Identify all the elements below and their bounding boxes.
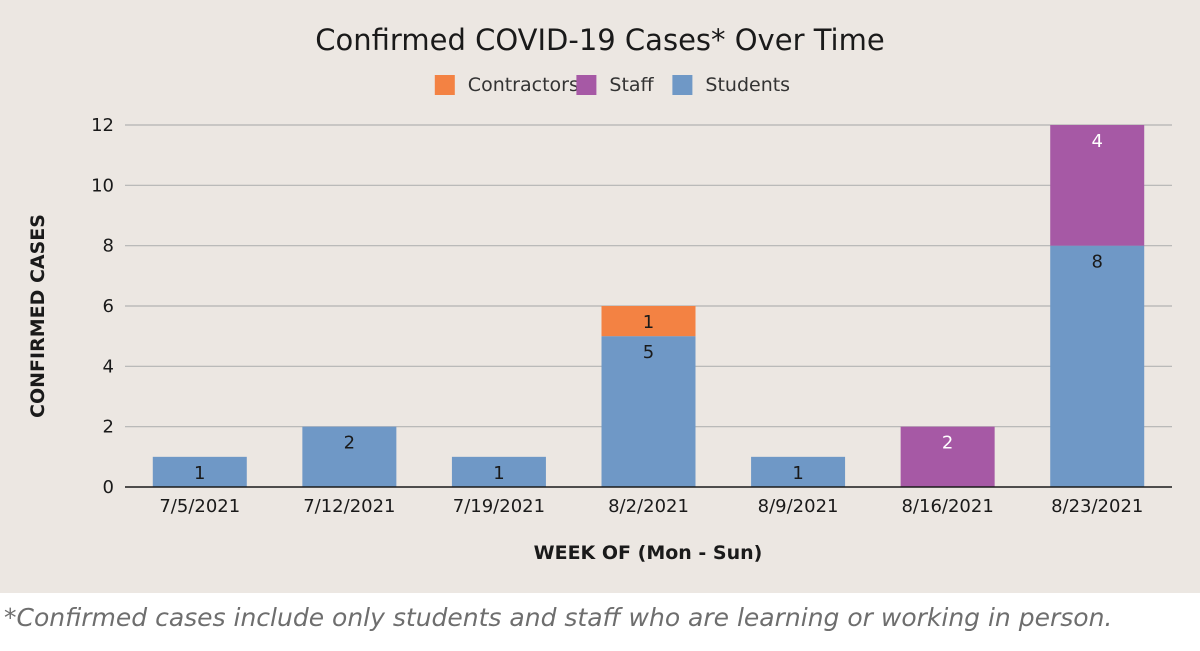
- bar-students-1: [302, 426, 397, 487]
- bar-value-label-staff-6: 4: [1091, 131, 1102, 152]
- y-tick-label-2: 2: [103, 417, 114, 438]
- bar-students-3: [601, 336, 696, 487]
- y-tick-label-8: 8: [103, 236, 114, 257]
- y-tick-label-4: 4: [103, 356, 114, 377]
- x-tick-label-4: 8/9/2021: [758, 496, 839, 517]
- bar-staff-5: [900, 426, 995, 487]
- x-axis-title: WEEK OF (Mon - Sun): [534, 542, 763, 564]
- y-tick-label-0: 0: [103, 477, 114, 498]
- x-tick-label-5: 8/16/2021: [901, 496, 993, 517]
- bar-value-label-students-4: 1: [792, 463, 803, 484]
- x-tick-label-1: 7/12/2021: [303, 496, 395, 517]
- chart-svg: Confirmed COVID-19 Cases* Over Time Contr…: [27, 23, 1172, 564]
- x-tick-label-2: 7/19/2021: [453, 496, 545, 517]
- bar-students-2: [451, 456, 546, 487]
- y-tick-label-10: 10: [91, 175, 114, 196]
- y-tick-label-6: 6: [103, 296, 114, 317]
- bar-value-label-students-1: 2: [344, 433, 355, 454]
- bar-contractors-3: [601, 306, 696, 337]
- chart-area: Confirmed COVID-19 Cases* Over Time Contr…: [0, 0, 1200, 593]
- x-tick-label-0: 7/5/2021: [159, 496, 240, 517]
- x-tick-label-6: 8/23/2021: [1051, 496, 1143, 517]
- bar-value-label-students-2: 1: [493, 463, 504, 484]
- bar-value-label-students-0: 1: [194, 463, 205, 484]
- bar-students-4: [751, 456, 846, 487]
- bar-value-label-students-6: 8: [1091, 252, 1102, 273]
- bar-staff-6: [1050, 125, 1145, 246]
- y-axis-title: CONFIRMED CASES: [27, 214, 49, 418]
- footnote: *Confirmed cases include only students a…: [4, 603, 1113, 632]
- legend-swatch-students: [672, 75, 693, 95]
- bar-students-0: [152, 456, 247, 487]
- legend-label-staff: Staff: [609, 74, 654, 96]
- chart-title: Confirmed COVID-19 Cases* Over Time: [315, 23, 884, 57]
- bar-value-label-staff-5: 2: [942, 433, 953, 454]
- legend-swatch-contractors: [434, 75, 455, 95]
- x-tick-label-3: 8/2/2021: [608, 496, 689, 517]
- bar-value-label-contractors-3: 1: [643, 312, 654, 333]
- legend-label-contractors: Contractors: [468, 74, 579, 96]
- legend-swatch-staff: [576, 75, 597, 95]
- legend-label-students: Students: [705, 74, 790, 96]
- bar-value-label-students-3: 5: [643, 342, 654, 363]
- y-tick-label-12: 12: [91, 115, 114, 136]
- bar-students-6: [1050, 245, 1145, 487]
